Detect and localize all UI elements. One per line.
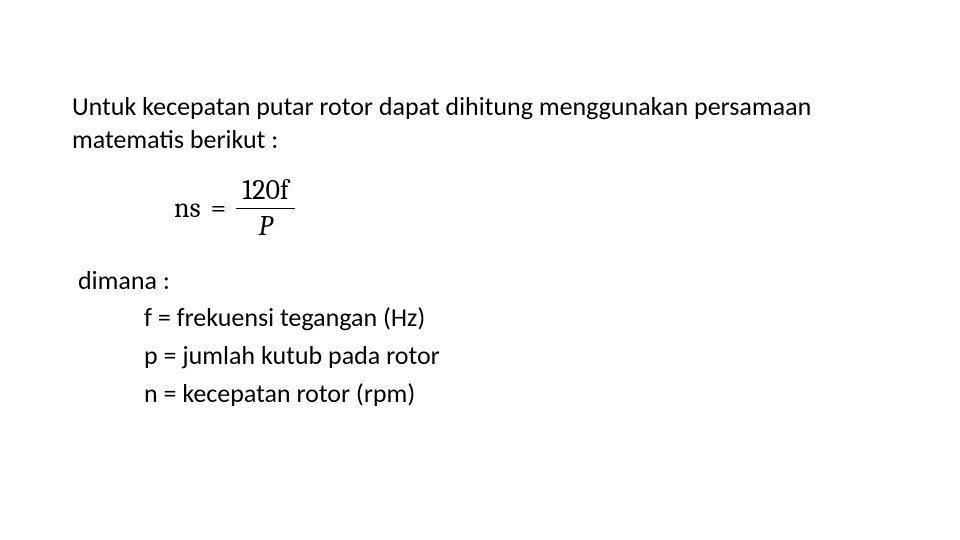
def-f: f = frekuensi tegangan (Hz) <box>144 299 888 337</box>
formula-denominator: P <box>252 209 278 242</box>
formula-numerator: 120f <box>236 175 295 209</box>
slide: Untuk kecepatan putar rotor dapat dihitu… <box>0 0 960 540</box>
formula-fraction: 120f P <box>236 175 295 242</box>
intro-text: Untuk kecepatan putar rotor dapat dihitu… <box>72 90 888 155</box>
formula-equals: = <box>211 192 227 224</box>
def-n: n = kecepatan rotor (rpm) <box>144 375 888 413</box>
where-label: dimana : <box>78 262 888 300</box>
definitions: f = frekuensi tegangan (Hz) p = jumlah k… <box>144 299 888 412</box>
formula: ns = 120f P <box>174 175 888 242</box>
formula-lhs: ns <box>174 192 201 224</box>
def-p: p = jumlah kutub pada rotor <box>144 337 888 375</box>
